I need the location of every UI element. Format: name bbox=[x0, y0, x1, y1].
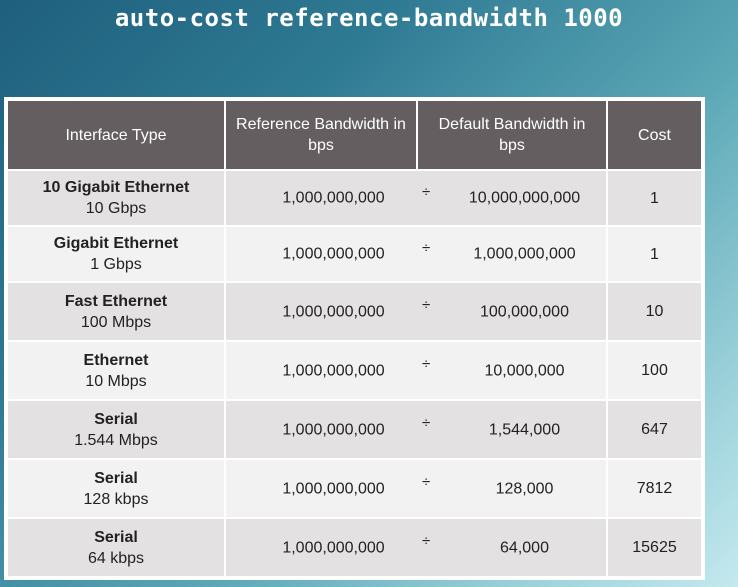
interface-type-name: Gigabit Ethernet bbox=[53, 235, 179, 252]
divide-icon: ÷ bbox=[422, 532, 431, 550]
header-reference-bandwidth: Reference Bandwidth in bps bbox=[224, 99, 418, 171]
bandwidth-calculation-cell: 1,000,000,000 ÷ 100,000,000 bbox=[224, 281, 608, 342]
default-bandwidth-value: 100,000,000 bbox=[480, 303, 569, 320]
interface-type-cell: Serial 128 kbps bbox=[6, 458, 226, 519]
ospf-cost-table: Interface Type Reference Bandwidth in bp… bbox=[6, 99, 703, 578]
interface-type-name: Serial bbox=[94, 528, 138, 546]
interface-speed: 1.544 Mbps bbox=[74, 431, 158, 449]
reference-bandwidth-value: 1,000,000,000 bbox=[282, 189, 385, 207]
bandwidth-calculation-cell: 1,000,000,000 ÷ 64,000 bbox=[224, 517, 608, 578]
bandwidth-calculation-cell: 1,000,000,000 ÷ 10,000,000,000 bbox=[224, 169, 608, 227]
table-body: 10 Gigabit Ethernet 10 Gbps 1,000,000,000 ÷… bbox=[6, 169, 703, 578]
cost-cell: 647 bbox=[606, 399, 703, 460]
header-default-bandwidth: Default Bandwidth in bps bbox=[416, 99, 608, 171]
interface-type-name: Fast Ethernet bbox=[64, 292, 168, 310]
interface-speed: 128 kbps bbox=[83, 490, 149, 508]
bandwidth-calculation-cell: 1,000,000,000 ÷ 1,544,000 bbox=[224, 399, 608, 460]
interface-speed: 10 Mbps bbox=[85, 372, 147, 390]
bandwidth-calculation-cell: 1,000,000,000 ÷ 1,000,000,000 bbox=[224, 225, 608, 283]
table-row: Ethernet 10 Mbps 1,000,000,000 ÷ 10,000,000 1… bbox=[6, 340, 703, 401]
default-bandwidth-value: 1,544,000 bbox=[488, 421, 561, 438]
cost-cell: 15625 bbox=[606, 517, 703, 578]
reference-bandwidth-value: 1,000,000,000 bbox=[282, 421, 385, 438]
header-cost: Cost bbox=[606, 99, 703, 171]
interface-speed: 1 Gbps bbox=[90, 256, 142, 273]
interface-type-name: Serial bbox=[94, 410, 138, 428]
interface-type-name: 10 Gigabit Ethernet bbox=[42, 179, 190, 196]
bandwidth-calculation-cell: 1,000,000,000 ÷ 10,000,000 bbox=[224, 340, 608, 401]
interface-speed: 64 kbps bbox=[87, 549, 145, 567]
default-bandwidth-value: 128,000 bbox=[495, 480, 554, 497]
interface-type-cell: Ethernet 10 Mbps bbox=[6, 340, 226, 401]
interface-type-name: Serial bbox=[94, 469, 138, 487]
reference-bandwidth-value: 1,000,000,000 bbox=[282, 362, 385, 379]
divide-icon: ÷ bbox=[422, 183, 431, 201]
cost-cell: 100 bbox=[606, 340, 703, 401]
interface-speed: 10 Gbps bbox=[85, 200, 147, 217]
page-title: auto-cost reference-bandwidth 1000 bbox=[114, 4, 624, 32]
table-row: 10 Gigabit Ethernet 10 Gbps 1,000,000,000 ÷… bbox=[6, 169, 703, 227]
interface-speed: 100 Mbps bbox=[80, 313, 152, 331]
default-bandwidth-value: 64,000 bbox=[500, 539, 549, 556]
table-header-row: Interface Type Reference Bandwidth in bp… bbox=[6, 99, 703, 171]
reference-bandwidth-value: 1,000,000,000 bbox=[282, 539, 385, 556]
divide-icon: ÷ bbox=[422, 414, 431, 432]
interface-type-name: Ethernet bbox=[83, 351, 149, 369]
interface-type-cell: Serial 64 kbps bbox=[6, 517, 226, 578]
divide-icon: ÷ bbox=[422, 296, 431, 314]
cost-cell: 1 bbox=[606, 225, 703, 283]
cost-cell: 10 bbox=[606, 281, 703, 342]
reference-bandwidth-value: 1,000,000,000 bbox=[282, 303, 385, 320]
cost-cell: 7812 bbox=[606, 458, 703, 519]
table-row: Serial 1.544 Mbps 1,000,000,000 ÷ 1,544,000 6… bbox=[6, 399, 703, 460]
divide-icon: ÷ bbox=[422, 239, 431, 257]
interface-type-cell: Gigabit Ethernet 1 Gbps bbox=[6, 225, 226, 283]
interface-type-cell: 10 Gigabit Ethernet 10 Gbps bbox=[6, 169, 226, 227]
divide-icon: ÷ bbox=[422, 473, 431, 491]
default-bandwidth-value: 10,000,000,000 bbox=[468, 189, 581, 207]
table-row: Gigabit Ethernet 1 Gbps 1,000,000,000 ÷ 1,00… bbox=[6, 225, 703, 283]
reference-bandwidth-value: 1,000,000,000 bbox=[282, 245, 385, 263]
default-bandwidth-value: 10,000,000 bbox=[484, 362, 565, 379]
default-bandwidth-value: 1,000,000,000 bbox=[473, 245, 576, 263]
bandwidth-calculation-cell: 1,000,000,000 ÷ 128,000 bbox=[224, 458, 608, 519]
interface-type-cell: Serial 1.544 Mbps bbox=[6, 399, 226, 460]
divide-icon: ÷ bbox=[422, 355, 431, 373]
table-row: Fast Ethernet 100 Mbps 1,000,000,000 ÷ 100,0… bbox=[6, 281, 703, 342]
table-row: Serial 128 kbps 1,000,000,000 ÷ 128,000 7812 bbox=[6, 458, 703, 519]
cost-cell: 1 bbox=[606, 169, 703, 227]
table-row: Serial 64 kbps 1,000,000,000 ÷ 64,000 15625 bbox=[6, 517, 703, 578]
reference-bandwidth-value: 1,000,000,000 bbox=[282, 480, 385, 497]
header-interface-type: Interface Type bbox=[6, 99, 226, 171]
interface-type-cell: Fast Ethernet 100 Mbps bbox=[6, 281, 226, 342]
